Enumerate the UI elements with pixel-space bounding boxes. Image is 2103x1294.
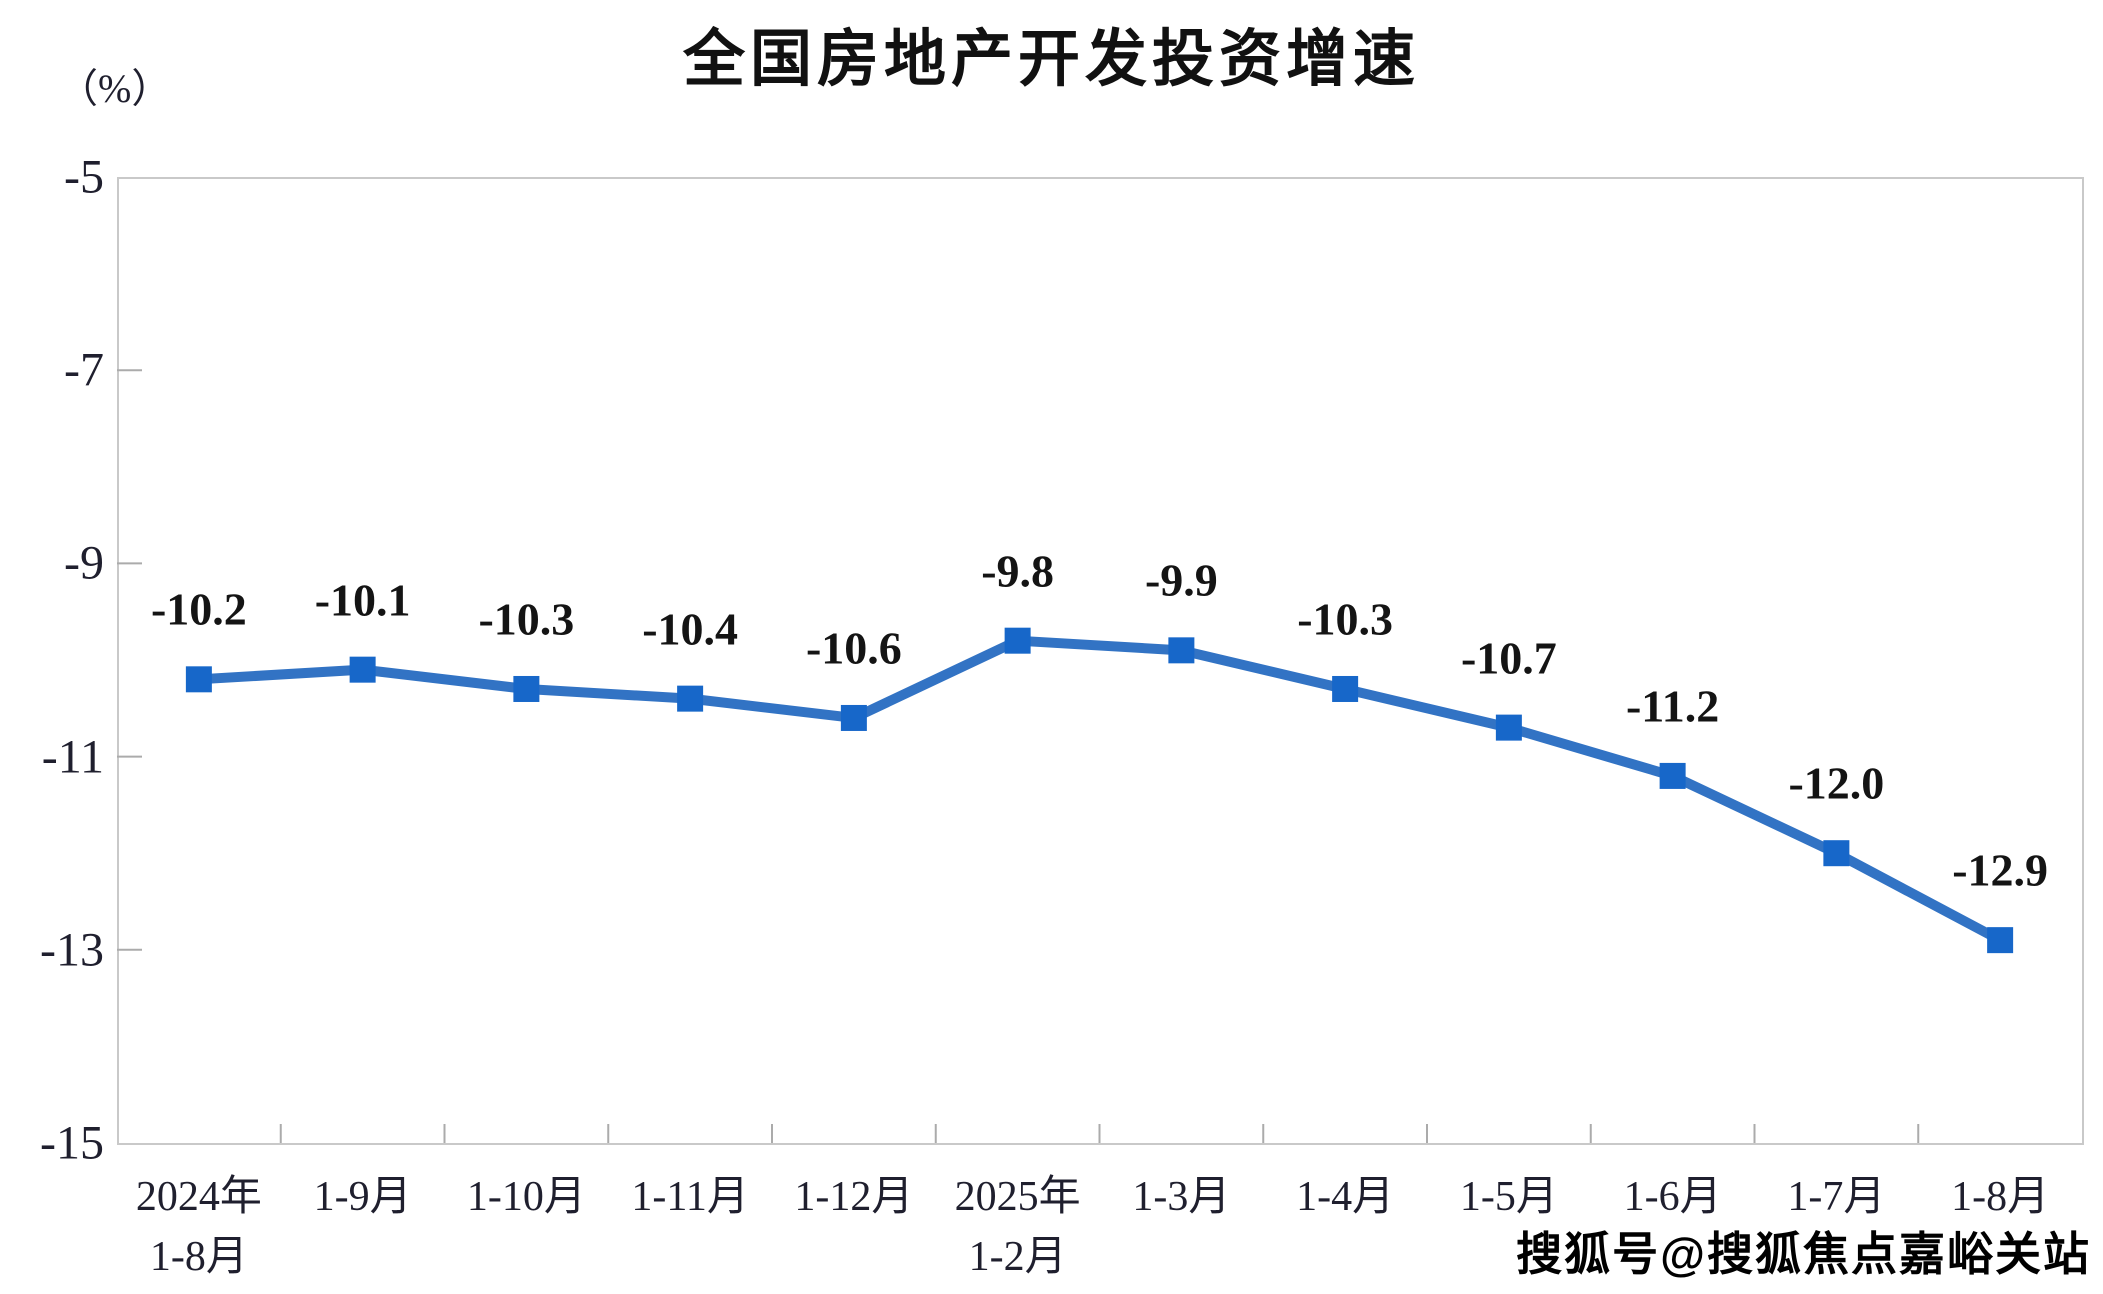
data-point-marker: [349, 656, 376, 683]
data-point-marker: [1987, 927, 2014, 954]
x-axis-tick-label: 1-8月: [1951, 1167, 2049, 1227]
x-axis-tick-label: 1-9月: [314, 1167, 412, 1227]
x-axis-tick-label-line: 1-7月: [1787, 1174, 1886, 1220]
plot-area-border: [117, 177, 2084, 1145]
y-axis-tick-label: -5: [64, 150, 104, 204]
x-axis-tick-label: 1-11月: [631, 1167, 748, 1227]
y-axis-tick-label: -13: [40, 923, 104, 977]
data-label: -12.9: [1952, 844, 2049, 896]
watermark: 搜狐号@搜狐焦点嘉峪关站: [1513, 1225, 2092, 1283]
chart-title: 全国房地产开发投资增速: [682, 25, 1420, 94]
data-label: -10.3: [1297, 593, 1394, 645]
x-axis-tick-label-line: 1-8月: [149, 1234, 248, 1280]
y-axis-tick-label: -11: [41, 730, 104, 784]
data-label: -10.2: [150, 583, 247, 635]
data-point-marker: [840, 704, 867, 731]
data-label: -12.0: [1788, 757, 1885, 809]
data-label: -10.1: [314, 574, 411, 626]
x-axis-tick-label: 2024年 1-8月: [136, 1167, 262, 1287]
x-axis-tick-label-line: 1-12月: [794, 1174, 914, 1220]
data-label: -10.4: [642, 603, 739, 655]
x-axis-tick-label: 1-12月: [794, 1167, 913, 1227]
data-point-marker: [1659, 762, 1686, 789]
x-axis-tick-label-line: 2024年: [135, 1174, 262, 1220]
x-axis-tick-label-line: 1-11月: [631, 1174, 749, 1220]
data-label: -9.9: [1144, 554, 1218, 606]
data-label: -11.2: [1625, 680, 1720, 732]
x-axis-tick-label-line: 1-5月: [1459, 1174, 1558, 1220]
data-label: -10.6: [805, 622, 902, 674]
x-axis-tick-label: 1-6月: [1624, 1167, 1722, 1227]
series-line: [193, 635, 2006, 946]
y-axis-tick-label: -9: [64, 536, 104, 590]
x-axis-tick-label-line: 1-8月: [1951, 1174, 2050, 1220]
x-axis-tick-label-line: 1-4月: [1296, 1174, 1395, 1220]
y-axis-tick-label: -15: [40, 1116, 104, 1170]
data-label: -10.7: [1460, 632, 1557, 684]
x-axis-tick-label-line: 1-6月: [1623, 1174, 1722, 1220]
x-axis-tick-label: 1-4月: [1296, 1167, 1394, 1227]
x-axis-tick-label-line: 1-3月: [1132, 1174, 1231, 1220]
data-label: -10.3: [478, 593, 575, 645]
data-point-marker: [1168, 637, 1195, 664]
x-axis-tick-label-line: 1-10月: [466, 1174, 586, 1220]
x-axis-tick-label: 1-7月: [1787, 1167, 1885, 1227]
y-axis-unit-label: （%）: [58, 66, 172, 111]
data-point-marker: [1495, 714, 1522, 741]
x-axis-tick-label: 1-5月: [1460, 1167, 1558, 1227]
x-axis-tick-label: 2025年 1-2月: [955, 1167, 1081, 1287]
data-point-marker: [185, 666, 212, 693]
y-axis-tick-label: -7: [64, 343, 104, 397]
x-axis-tick-label-line: 1-9月: [313, 1174, 412, 1220]
x-axis-tick-label-line: 1-2月: [968, 1234, 1067, 1280]
x-axis-tick-label: 1-3月: [1132, 1167, 1230, 1227]
data-label: -9.8: [981, 545, 1055, 597]
x-axis-tick-label-line: 2025年: [954, 1174, 1081, 1220]
data-point-marker: [513, 675, 540, 702]
data-point-marker: [1823, 840, 1850, 867]
data-point-marker: [1332, 675, 1359, 702]
data-point-marker: [677, 685, 704, 712]
data-point-marker: [1004, 627, 1031, 654]
x-axis-tick-label: 1-10月: [467, 1167, 586, 1227]
